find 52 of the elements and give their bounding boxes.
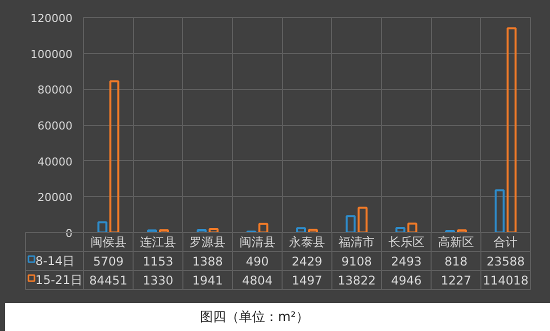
text: 图四（单位：m²）: [200, 309, 309, 327]
bar: [395, 227, 406, 232]
x-tick-label: 罗源县: [190, 235, 226, 249]
x-tick-label: 福清市: [338, 235, 375, 249]
bar: [208, 228, 219, 232]
x-tick-label: 闽侯县: [90, 235, 126, 249]
legend-label: 8-14日: [35, 254, 75, 268]
data-label: 1227: [440, 274, 472, 288]
data-label: 1330: [142, 274, 174, 288]
data-label: 818: [444, 254, 468, 268]
y-tick-label: 60000: [38, 120, 73, 132]
y-tick-label: 80000: [38, 84, 73, 97]
data-label: 1941: [192, 274, 223, 288]
data-label: 4946: [391, 274, 422, 288]
bar: [258, 222, 268, 232]
bar: [308, 228, 318, 232]
data-label: 2493: [391, 254, 422, 268]
bar: [358, 206, 368, 232]
bar: [407, 222, 418, 232]
bar: [506, 27, 517, 232]
bar: [97, 221, 108, 232]
data-label: 1497: [292, 274, 322, 288]
data-label: 9108: [341, 254, 372, 268]
y-tick-label: 20000: [38, 191, 73, 204]
bar: [196, 229, 207, 232]
x-tick-label: 合计: [494, 235, 518, 249]
data-label: 4804: [242, 274, 273, 288]
data-label: 1388: [192, 254, 223, 268]
data-label: 84451: [89, 274, 128, 288]
legend-label: 15-21日: [35, 273, 82, 287]
bar: [109, 80, 120, 232]
data-label: 490: [246, 254, 269, 268]
data-label: 1153: [142, 254, 174, 268]
bar: [158, 229, 169, 232]
x-tick-label: 连江县: [140, 235, 176, 249]
x-tick-label: 高新区: [438, 235, 474, 249]
bar: [456, 229, 467, 232]
data-label: 13822: [338, 274, 376, 288]
bar: [147, 229, 158, 232]
y-tick-label: 40000: [38, 155, 73, 168]
y-tick-label: 100000: [30, 48, 73, 61]
x-tick-label: 闽清县: [239, 235, 276, 249]
data-label: 5709: [93, 254, 124, 268]
data-label: 114018: [482, 274, 529, 288]
x-tick-label: 永泰县: [289, 235, 325, 249]
data-label: 23588: [486, 254, 525, 268]
data-label: 2429: [292, 254, 322, 268]
x-tick-label: 长乐区: [388, 235, 424, 249]
y-tick-label: 120000: [30, 12, 73, 25]
bar: [296, 227, 306, 232]
bar: [494, 189, 505, 232]
bar: [346, 215, 356, 232]
